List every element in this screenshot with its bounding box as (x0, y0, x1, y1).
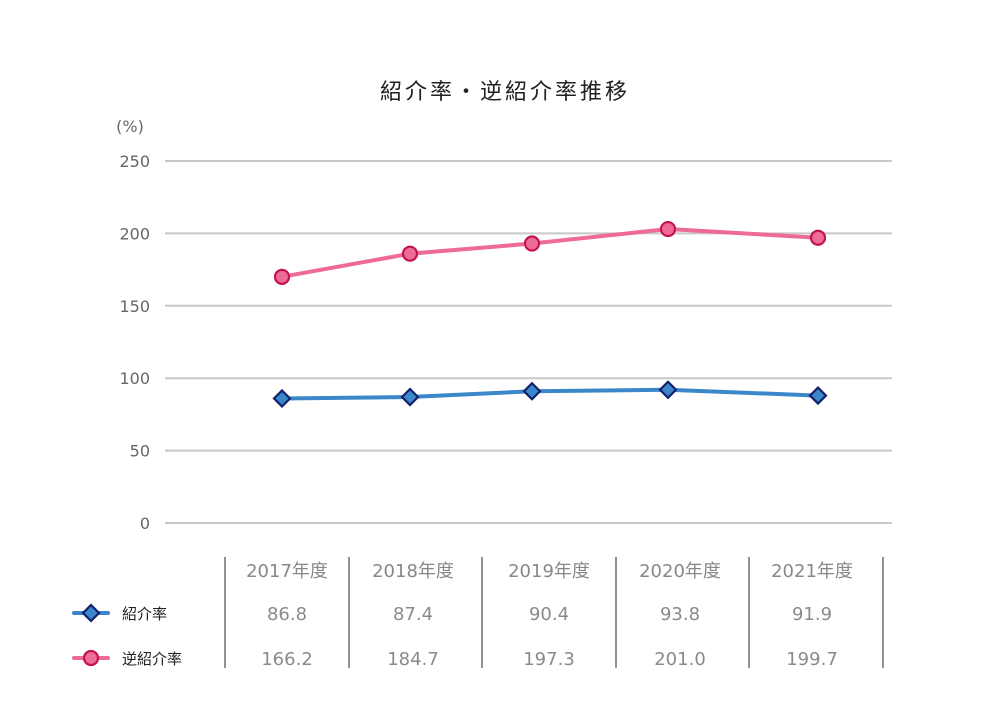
data-point (272, 388, 292, 409)
table-value: 93.8 (660, 604, 700, 625)
y-tick-label: 150 (119, 297, 150, 316)
data-point (273, 268, 291, 285)
category-label: 2021年度 (771, 561, 853, 582)
data-point (658, 380, 678, 400)
data-point (808, 386, 828, 406)
table-value: 91.9 (792, 604, 832, 625)
series-layer (272, 220, 828, 409)
data-point (659, 220, 677, 238)
y-tick-label: 200 (119, 224, 150, 243)
category-label: 2017年度 (246, 561, 328, 582)
y-tick-label: 250 (119, 152, 150, 171)
chart-title: 紹介率・逆紹介率推移 (380, 80, 630, 105)
table-value: 197.3 (523, 649, 575, 670)
series-line-2 (280, 227, 820, 279)
legend-marker (81, 603, 101, 623)
data-point (523, 235, 541, 252)
legend-label: 紹介率 (122, 605, 167, 623)
y-axis-unit: (%) (116, 117, 144, 136)
table-value: 201.0 (654, 649, 706, 670)
data-point (809, 229, 827, 246)
series-line-1 (280, 387, 820, 401)
table-value: 199.7 (786, 649, 838, 670)
category-label: 2020年度 (639, 561, 721, 582)
table-value: 90.4 (529, 604, 569, 625)
legend-label: 逆紹介率 (122, 650, 182, 668)
legend-marker (82, 649, 100, 667)
data-point (522, 381, 542, 401)
table-value: 86.8 (267, 604, 307, 625)
data-table: 2017年度 2018年度 2019年度 2020年度 2021年度 86.8 87.4 90… (224, 557, 884, 670)
y-tick-label: 50 (130, 442, 150, 461)
category-label: 2019年度 (508, 561, 590, 582)
y-tick-label: 100 (119, 369, 150, 388)
y-tick-labels: 0 50 100 150 200 250 (119, 152, 150, 533)
y-tick-label: 0 (140, 514, 150, 533)
grid-layer (165, 160, 892, 524)
table-value: 87.4 (393, 604, 433, 625)
data-point (400, 387, 420, 407)
category-label: 2018年度 (372, 561, 454, 582)
table-value: 166.2 (261, 649, 313, 670)
data-point (401, 245, 419, 262)
table-value: 184.7 (387, 649, 439, 670)
